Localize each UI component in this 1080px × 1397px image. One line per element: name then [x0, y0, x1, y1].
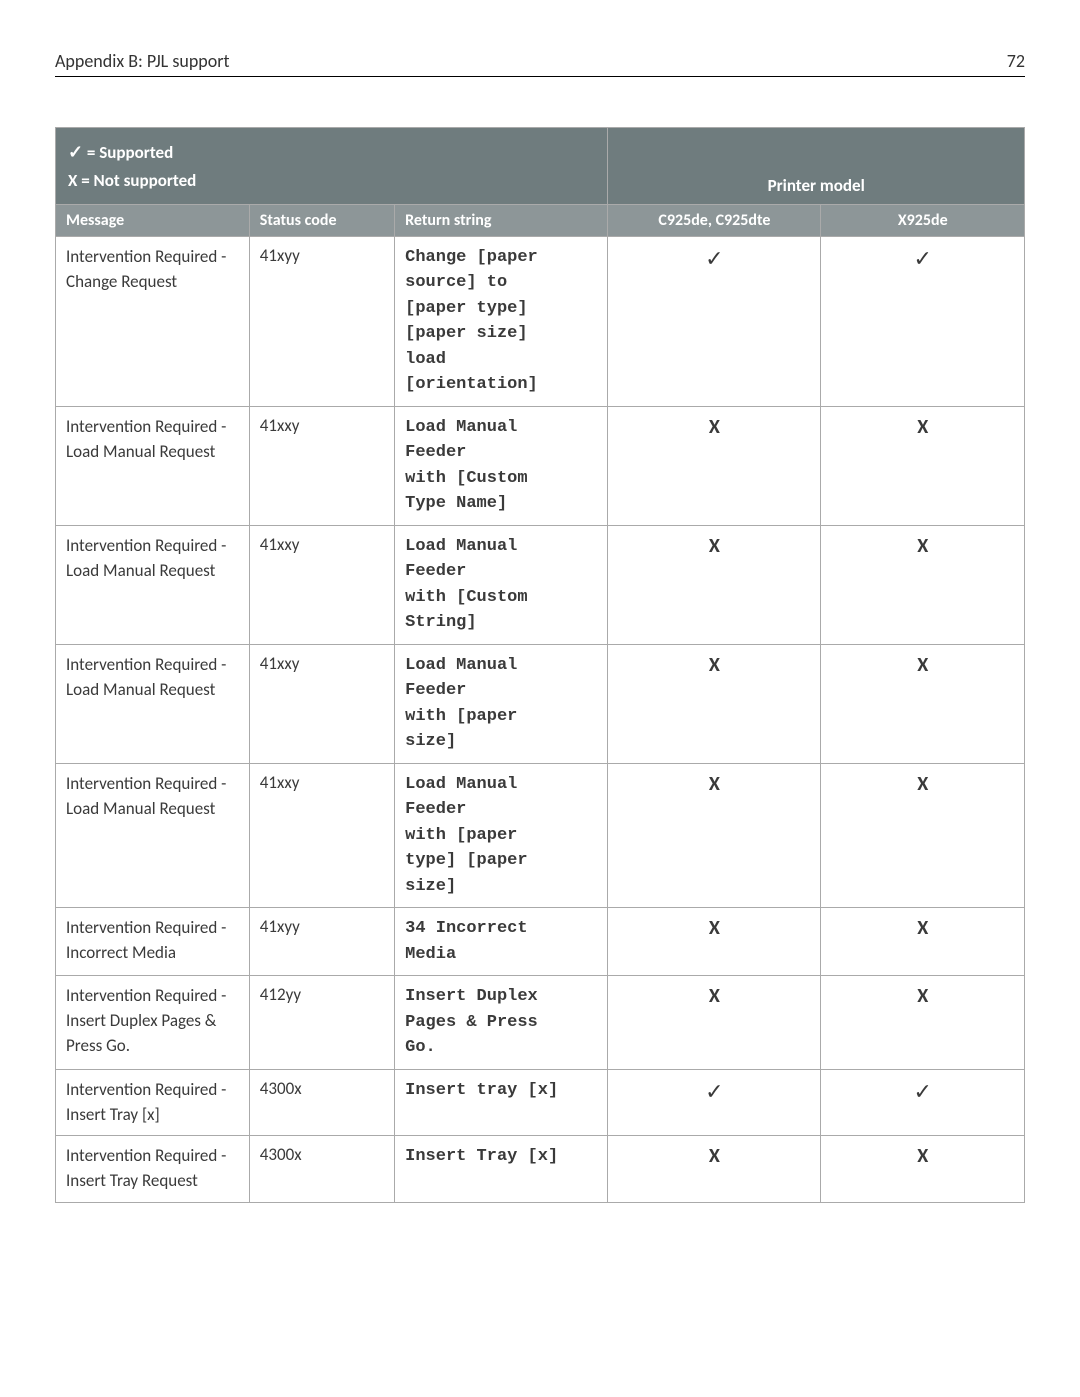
cell-status: 41xxy [249, 525, 394, 644]
check-mark: ✓ [821, 1069, 1025, 1135]
check-icon: ✓ [68, 141, 83, 163]
table-row: Intervention Required - Load Manual Requ… [56, 763, 1025, 908]
cell-status: 412yy [249, 976, 394, 1070]
x-mark: X [821, 406, 1025, 525]
page-number: 72 [1007, 50, 1025, 72]
cell-message: Intervention Required - Incorrect Media [56, 908, 250, 976]
x-mark: X [821, 1136, 1025, 1202]
cell-return: Insert Tray [x] [395, 1136, 608, 1202]
x-mark: X [608, 406, 821, 525]
page-header: Appendix B: PJL support 72 [55, 50, 1025, 77]
x-mark: X [608, 644, 821, 763]
legend-cell: ✓ = Supported X = Not supported [56, 128, 608, 205]
x-mark: X [608, 976, 821, 1070]
cell-message: Intervention Required - Load Manual Requ… [56, 763, 250, 908]
legend-supported: = Supported [83, 142, 173, 163]
support-table: ✓ = Supported X = Not supported Printer … [55, 127, 1025, 1203]
col-header-status: Status code [249, 204, 394, 236]
cell-return: Load Manual Feeder with [paper size] [395, 644, 608, 763]
cell-status: 4300x [249, 1069, 394, 1135]
cell-message: Intervention Required - Change Request [56, 236, 250, 406]
table-row: Intervention Required - Insert Duplex Pa… [56, 976, 1025, 1070]
x-mark: X [821, 644, 1025, 763]
cell-status: 4300x [249, 1136, 394, 1202]
x-mark: X [608, 908, 821, 976]
cell-message: Intervention Required - Insert Tray Requ… [56, 1136, 250, 1202]
table-row: Intervention Required - Change Request41… [56, 236, 1025, 406]
table-row: Intervention Required - Incorrect Media4… [56, 908, 1025, 976]
x-mark: X [608, 763, 821, 908]
check-mark: ✓ [608, 1069, 821, 1135]
table-row: Intervention Required - Insert Tray [x]4… [56, 1069, 1025, 1135]
cell-return: Insert Duplex Pages & Press Go. [395, 976, 608, 1070]
cell-message: Intervention Required - Load Manual Requ… [56, 406, 250, 525]
cell-status: 41xxy [249, 644, 394, 763]
col-header-message: Message [56, 204, 250, 236]
cell-message: Intervention Required - Insert Tray [x] [56, 1069, 250, 1135]
cell-return: Load Manual Feeder with [Custom String] [395, 525, 608, 644]
table-row: Intervention Required - Insert Tray Requ… [56, 1136, 1025, 1202]
cell-return: Load Manual Feeder with [paper type] [pa… [395, 763, 608, 908]
cell-message: Intervention Required - Load Manual Requ… [56, 525, 250, 644]
col-header-return: Return string [395, 204, 608, 236]
cell-return: Insert tray [x] [395, 1069, 608, 1135]
table-row: Intervention Required - Load Manual Requ… [56, 644, 1025, 763]
cell-return: 34 Incorrect Media [395, 908, 608, 976]
cell-message: Intervention Required - Insert Duplex Pa… [56, 976, 250, 1070]
cell-return: Load Manual Feeder with [Custom Type Nam… [395, 406, 608, 525]
col-header-model-b: X925de [821, 204, 1025, 236]
legend-notsupported: X = Not supported [68, 170, 196, 191]
table-row: Intervention Required - Load Manual Requ… [56, 406, 1025, 525]
x-mark: X [821, 525, 1025, 644]
cell-return: Change [paper source] to [paper type] [p… [395, 236, 608, 406]
cell-status: 41xxy [249, 406, 394, 525]
header-title: Appendix B: PJL support [55, 50, 230, 72]
printer-model-header: Printer model [608, 128, 1025, 205]
cell-status: 41xxy [249, 763, 394, 908]
check-mark: ✓ [608, 236, 821, 406]
x-mark: X [608, 1136, 821, 1202]
cell-status: 41xyy [249, 236, 394, 406]
table-body: Intervention Required - Change Request41… [56, 236, 1025, 1202]
col-header-model-a: C925de, C925dte [608, 204, 821, 236]
x-mark: X [821, 908, 1025, 976]
table-row: Intervention Required - Load Manual Requ… [56, 525, 1025, 644]
check-mark: ✓ [821, 236, 1025, 406]
x-mark: X [821, 976, 1025, 1070]
x-mark: X [821, 763, 1025, 908]
x-mark: X [608, 525, 821, 644]
cell-status: 41xyy [249, 908, 394, 976]
cell-message: Intervention Required - Load Manual Requ… [56, 644, 250, 763]
